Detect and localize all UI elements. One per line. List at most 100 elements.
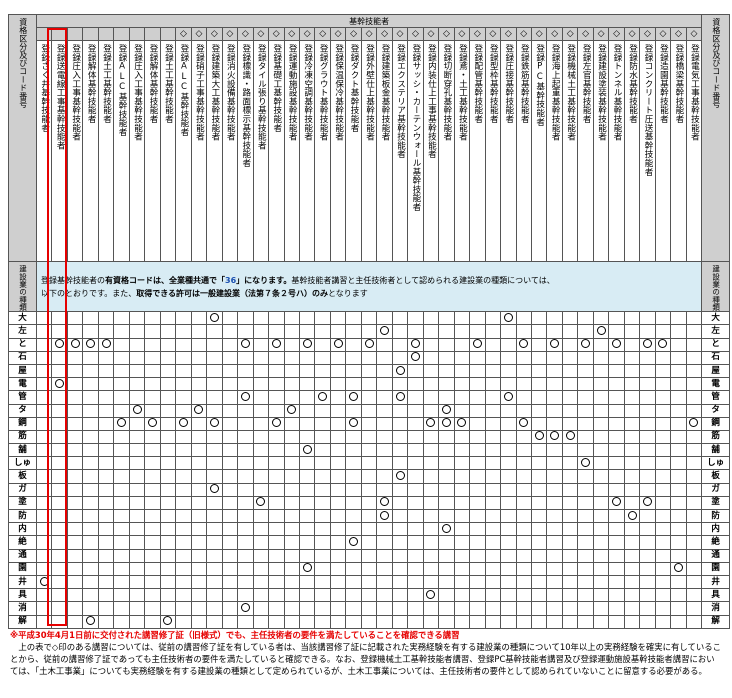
grid-cell [500,416,517,431]
row-label: 板 [8,469,37,484]
grid-cell [345,443,362,458]
grid-cell [82,469,99,484]
grid-cell [252,311,270,326]
grid-cell [128,337,146,352]
grid-cell [82,574,99,590]
grid-cell [608,482,625,497]
grid-cell [515,574,533,590]
grid-cell [345,561,362,576]
row-label: 鋼 [701,416,731,431]
grid-cell [221,443,239,458]
grid-cell [500,324,517,339]
grid-cell [623,509,641,524]
note-text: 基幹技能者講習と主任技術者として認められる建設業の種類については、 [291,275,555,285]
grid-cell [484,390,502,405]
grid-cell [190,574,208,590]
grid-cell [329,363,347,379]
grid-cell [298,311,316,326]
note-text: となります [328,288,368,298]
grid-cell [221,588,239,603]
grid-cell [500,403,517,418]
circle-mark-icon [441,418,451,428]
grid-cell [360,614,378,629]
grid-cell [268,416,285,431]
grid-cell [577,311,594,326]
grid-cell [546,390,563,405]
column-header: 登録造園基幹技能者 [654,40,672,262]
grid-cell [469,522,486,537]
grid-cell [298,350,316,365]
grid-cell [283,588,300,603]
circle-mark-icon [612,339,622,349]
grid-cell [500,535,517,550]
grid-cell [561,337,579,352]
grid-cell [654,429,672,445]
grid-cell [144,429,161,445]
grid-cell [608,443,625,458]
grid-cell [577,601,594,616]
grid-cell [592,350,610,365]
row-label: と [8,337,37,352]
grid-cell [577,377,594,392]
grid-cell [561,350,579,365]
grid-cell [453,614,471,629]
grid-cell [530,363,548,379]
grid-cell [391,535,409,550]
grid-cell [438,403,455,418]
grid-cell [546,443,563,458]
grid-cell [128,482,146,497]
grid-cell [422,561,440,576]
grid-cell [422,601,440,616]
grid-cell [283,495,300,511]
grid-cell [685,350,703,365]
grid-cell [314,443,331,458]
grid-cell [252,614,270,629]
column-header: 登録配管基幹技能者 [469,40,486,262]
diamond-cell: ◇ [546,27,563,41]
grid-cell [561,548,579,563]
grid-cell [670,363,687,379]
grid-cell [97,403,115,418]
grid-cell [329,337,347,352]
grid-cell [35,509,53,524]
column-header: 登録建設塗装基幹技能者 [592,40,610,262]
grid-cell [453,548,471,563]
grid-cell [546,377,563,392]
grid-cell [608,574,625,590]
grid-cell [159,482,177,497]
grid-cell [546,509,563,524]
grid-cell [561,377,579,392]
grid-cell [592,324,610,339]
grid-cell [515,311,533,326]
grid-cell [190,443,208,458]
grid-cell [298,337,316,352]
grid-cell [422,377,440,392]
grid-cell [530,456,548,471]
grid-cell [51,522,68,537]
grid-cell [82,482,99,497]
row-label: しゅ [8,456,37,471]
grid-cell [298,377,316,392]
grid-cell [577,416,594,431]
grid-cell [144,390,161,405]
grid-cell [360,429,378,445]
grid-cell [623,416,641,431]
grid-cell [654,548,672,563]
grid-cell [51,495,68,511]
grid-cell [639,548,656,563]
row-label: 具 [8,588,37,603]
grid-cell [345,548,362,563]
grid-cell [345,311,362,326]
grid-cell [484,350,502,365]
grid-cell [298,614,316,629]
grid-cell [97,469,115,484]
grid-cell [221,324,239,339]
diamond-cell: ◇ [190,27,208,41]
grid-cell [515,324,533,339]
grid-cell [51,548,68,563]
grid-cell [144,601,161,616]
right-type-header: 建設業の種類 [701,260,731,313]
diamond-cell: ◇ [237,27,254,41]
grid-cell [577,509,594,524]
grid-cell [329,416,347,431]
